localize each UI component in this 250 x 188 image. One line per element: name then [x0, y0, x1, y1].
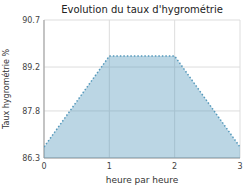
area-line	[44, 56, 240, 147]
y-axis-label: Taux hygrométrie %	[1, 49, 11, 131]
y-tick-label: 86.3	[22, 154, 40, 163]
x-grid-line	[240, 20, 241, 158]
x-tick-label: 3	[237, 162, 242, 171]
y-tick-label: 87.8	[22, 107, 40, 116]
x-axis-label: heure par heure	[106, 175, 179, 185]
y-axis-line	[44, 20, 45, 158]
x-grid-line	[44, 20, 45, 158]
y-tick-label: 90.7	[22, 16, 40, 25]
x-tick-label: 1	[107, 162, 112, 171]
y-tick-label: 89.2	[22, 63, 40, 72]
y-grid-line	[44, 20, 240, 21]
x-tick-label: 0	[41, 162, 46, 171]
plot-area	[44, 56, 240, 158]
chart-container: 86.3 87.8 89.2 90.7 0 1 2 3 Evolution du taux d'…	[0, 0, 250, 188]
chart-svg: 86.3 87.8 89.2 90.7 0 1 2 3 Evolution du taux d'…	[0, 0, 250, 188]
x-tick-label: 2	[172, 162, 177, 171]
title: Evolution du taux d'hygrométrie	[61, 4, 223, 15]
grid	[44, 20, 240, 158]
axes: 86.3 87.8 89.2 90.7 0 1 2 3	[22, 16, 242, 171]
area-fill	[44, 56, 240, 158]
